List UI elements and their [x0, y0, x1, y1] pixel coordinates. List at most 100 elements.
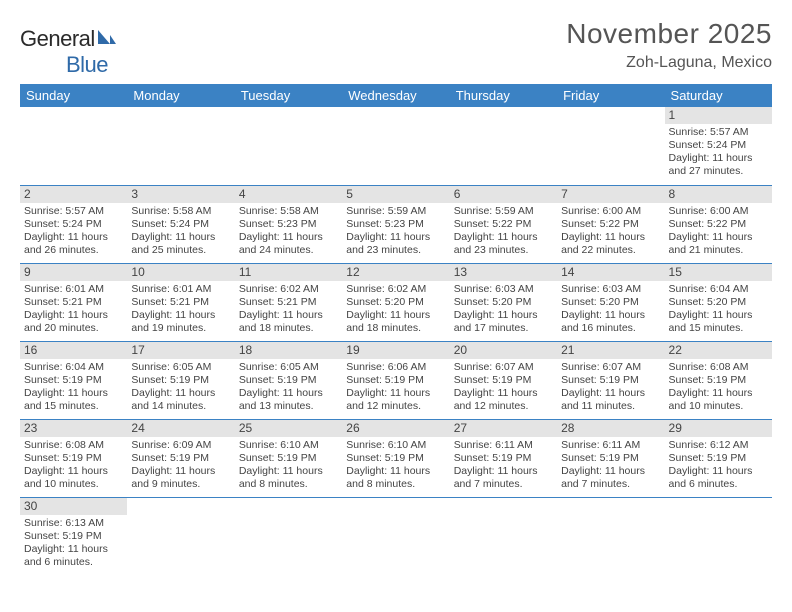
- day-body: Sunrise: 6:06 AMSunset: 5:19 PMDaylight:…: [342, 359, 449, 416]
- sunset-line: Sunset: 5:19 PM: [239, 452, 338, 465]
- day-body: Sunrise: 6:00 AMSunset: 5:22 PMDaylight:…: [557, 203, 664, 260]
- day-body: Sunrise: 6:05 AMSunset: 5:19 PMDaylight:…: [235, 359, 342, 416]
- sunset-line: Sunset: 5:19 PM: [24, 374, 123, 387]
- day-body: Sunrise: 6:04 AMSunset: 5:20 PMDaylight:…: [665, 281, 772, 338]
- day-number: 18: [235, 342, 342, 359]
- day-number: 3: [127, 186, 234, 203]
- weekday-header: Friday: [557, 84, 664, 107]
- day-number: 9: [20, 264, 127, 281]
- sunset-line: Sunset: 5:19 PM: [346, 374, 445, 387]
- sunrise-line: Sunrise: 5:57 AM: [669, 126, 768, 139]
- calendar-cell: 21Sunrise: 6:07 AMSunset: 5:19 PMDayligh…: [557, 341, 664, 419]
- sunset-line: Sunset: 5:19 PM: [131, 374, 230, 387]
- calendar-cell: 10Sunrise: 6:01 AMSunset: 5:21 PMDayligh…: [127, 263, 234, 341]
- calendar-cell: 23Sunrise: 6:08 AMSunset: 5:19 PMDayligh…: [20, 419, 127, 497]
- sunset-line: Sunset: 5:19 PM: [561, 374, 660, 387]
- calendar-cell: 29Sunrise: 6:12 AMSunset: 5:19 PMDayligh…: [665, 419, 772, 497]
- day-body: Sunrise: 5:57 AMSunset: 5:24 PMDaylight:…: [665, 124, 772, 181]
- calendar-row: 30Sunrise: 6:13 AMSunset: 5:19 PMDayligh…: [20, 497, 772, 575]
- sunrise-line: Sunrise: 6:06 AM: [346, 361, 445, 374]
- calendar-cell: 13Sunrise: 6:03 AMSunset: 5:20 PMDayligh…: [450, 263, 557, 341]
- day-body: Sunrise: 6:08 AMSunset: 5:19 PMDaylight:…: [665, 359, 772, 416]
- day-number: 4: [235, 186, 342, 203]
- sunrise-line: Sunrise: 6:03 AM: [561, 283, 660, 296]
- day-number: 6: [450, 186, 557, 203]
- daylight-line: Daylight: 11 hours and 15 minutes.: [24, 387, 123, 413]
- calendar-cell-empty: [342, 107, 449, 185]
- day-number: 25: [235, 420, 342, 437]
- calendar-row: 1Sunrise: 5:57 AMSunset: 5:24 PMDaylight…: [20, 107, 772, 185]
- sunset-line: Sunset: 5:20 PM: [346, 296, 445, 309]
- daylight-line: Daylight: 11 hours and 26 minutes.: [24, 231, 123, 257]
- day-body: Sunrise: 6:01 AMSunset: 5:21 PMDaylight:…: [20, 281, 127, 338]
- sunrise-line: Sunrise: 6:04 AM: [669, 283, 768, 296]
- day-number: 10: [127, 264, 234, 281]
- sunset-line: Sunset: 5:19 PM: [131, 452, 230, 465]
- day-number: 14: [557, 264, 664, 281]
- daylight-line: Daylight: 11 hours and 23 minutes.: [454, 231, 553, 257]
- calendar-cell: 9Sunrise: 6:01 AMSunset: 5:21 PMDaylight…: [20, 263, 127, 341]
- daylight-line: Daylight: 11 hours and 7 minutes.: [561, 465, 660, 491]
- day-number: 13: [450, 264, 557, 281]
- sunrise-line: Sunrise: 6:10 AM: [346, 439, 445, 452]
- weekday-header: Wednesday: [342, 84, 449, 107]
- sunrise-line: Sunrise: 6:05 AM: [239, 361, 338, 374]
- calendar-cell: 28Sunrise: 6:11 AMSunset: 5:19 PMDayligh…: [557, 419, 664, 497]
- daylight-line: Daylight: 11 hours and 17 minutes.: [454, 309, 553, 335]
- calendar-cell-empty: [127, 107, 234, 185]
- calendar-cell: 5Sunrise: 5:59 AMSunset: 5:23 PMDaylight…: [342, 185, 449, 263]
- daylight-line: Daylight: 11 hours and 11 minutes.: [561, 387, 660, 413]
- sunrise-line: Sunrise: 6:10 AM: [239, 439, 338, 452]
- weekday-header: Thursday: [450, 84, 557, 107]
- sunrise-line: Sunrise: 6:00 AM: [669, 205, 768, 218]
- sunset-line: Sunset: 5:22 PM: [669, 218, 768, 231]
- day-body: Sunrise: 6:03 AMSunset: 5:20 PMDaylight:…: [450, 281, 557, 338]
- day-body: Sunrise: 5:58 AMSunset: 5:24 PMDaylight:…: [127, 203, 234, 260]
- day-body: Sunrise: 6:00 AMSunset: 5:22 PMDaylight:…: [665, 203, 772, 260]
- sunrise-line: Sunrise: 6:01 AM: [131, 283, 230, 296]
- day-body: Sunrise: 6:07 AMSunset: 5:19 PMDaylight:…: [557, 359, 664, 416]
- daylight-line: Daylight: 11 hours and 16 minutes.: [561, 309, 660, 335]
- sunrise-line: Sunrise: 6:00 AM: [561, 205, 660, 218]
- sunset-line: Sunset: 5:19 PM: [669, 452, 768, 465]
- weekday-header-row: SundayMondayTuesdayWednesdayThursdayFrid…: [20, 84, 772, 107]
- calendar-cell: 24Sunrise: 6:09 AMSunset: 5:19 PMDayligh…: [127, 419, 234, 497]
- calendar-row: 23Sunrise: 6:08 AMSunset: 5:19 PMDayligh…: [20, 419, 772, 497]
- sunset-line: Sunset: 5:22 PM: [561, 218, 660, 231]
- sunset-line: Sunset: 5:19 PM: [561, 452, 660, 465]
- daylight-line: Daylight: 11 hours and 22 minutes.: [561, 231, 660, 257]
- day-body: Sunrise: 6:08 AMSunset: 5:19 PMDaylight:…: [20, 437, 127, 494]
- sunrise-line: Sunrise: 6:12 AM: [669, 439, 768, 452]
- weekday-header: Sunday: [20, 84, 127, 107]
- calendar-cell: 26Sunrise: 6:10 AMSunset: 5:19 PMDayligh…: [342, 419, 449, 497]
- day-number: 16: [20, 342, 127, 359]
- sunrise-line: Sunrise: 5:59 AM: [454, 205, 553, 218]
- sunrise-line: Sunrise: 5:58 AM: [239, 205, 338, 218]
- calendar-cell-empty: [235, 497, 342, 575]
- calendar-cell: 1Sunrise: 5:57 AMSunset: 5:24 PMDaylight…: [665, 107, 772, 185]
- daylight-line: Daylight: 11 hours and 18 minutes.: [346, 309, 445, 335]
- daylight-line: Daylight: 11 hours and 14 minutes.: [131, 387, 230, 413]
- calendar-cell: 4Sunrise: 5:58 AMSunset: 5:23 PMDaylight…: [235, 185, 342, 263]
- day-number: 8: [665, 186, 772, 203]
- calendar-cell: 19Sunrise: 6:06 AMSunset: 5:19 PMDayligh…: [342, 341, 449, 419]
- daylight-line: Daylight: 11 hours and 7 minutes.: [454, 465, 553, 491]
- sunset-line: Sunset: 5:20 PM: [454, 296, 553, 309]
- sunrise-line: Sunrise: 5:57 AM: [24, 205, 123, 218]
- day-body: Sunrise: 6:03 AMSunset: 5:20 PMDaylight:…: [557, 281, 664, 338]
- day-number: 15: [665, 264, 772, 281]
- daylight-line: Daylight: 11 hours and 10 minutes.: [24, 465, 123, 491]
- weekday-header: Saturday: [665, 84, 772, 107]
- title-block: November 2025 Zoh-Laguna, Mexico: [566, 18, 772, 72]
- calendar-cell: 2Sunrise: 5:57 AMSunset: 5:24 PMDaylight…: [20, 185, 127, 263]
- sunset-line: Sunset: 5:24 PM: [24, 218, 123, 231]
- calendar-cell: 15Sunrise: 6:04 AMSunset: 5:20 PMDayligh…: [665, 263, 772, 341]
- sunset-line: Sunset: 5:22 PM: [454, 218, 553, 231]
- sunrise-line: Sunrise: 6:07 AM: [454, 361, 553, 374]
- calendar-cell: 16Sunrise: 6:04 AMSunset: 5:19 PMDayligh…: [20, 341, 127, 419]
- month-title: November 2025: [566, 18, 772, 50]
- calendar-cell-empty: [557, 107, 664, 185]
- calendar-row: 2Sunrise: 5:57 AMSunset: 5:24 PMDaylight…: [20, 185, 772, 263]
- day-body: Sunrise: 6:02 AMSunset: 5:20 PMDaylight:…: [342, 281, 449, 338]
- sunset-line: Sunset: 5:19 PM: [454, 452, 553, 465]
